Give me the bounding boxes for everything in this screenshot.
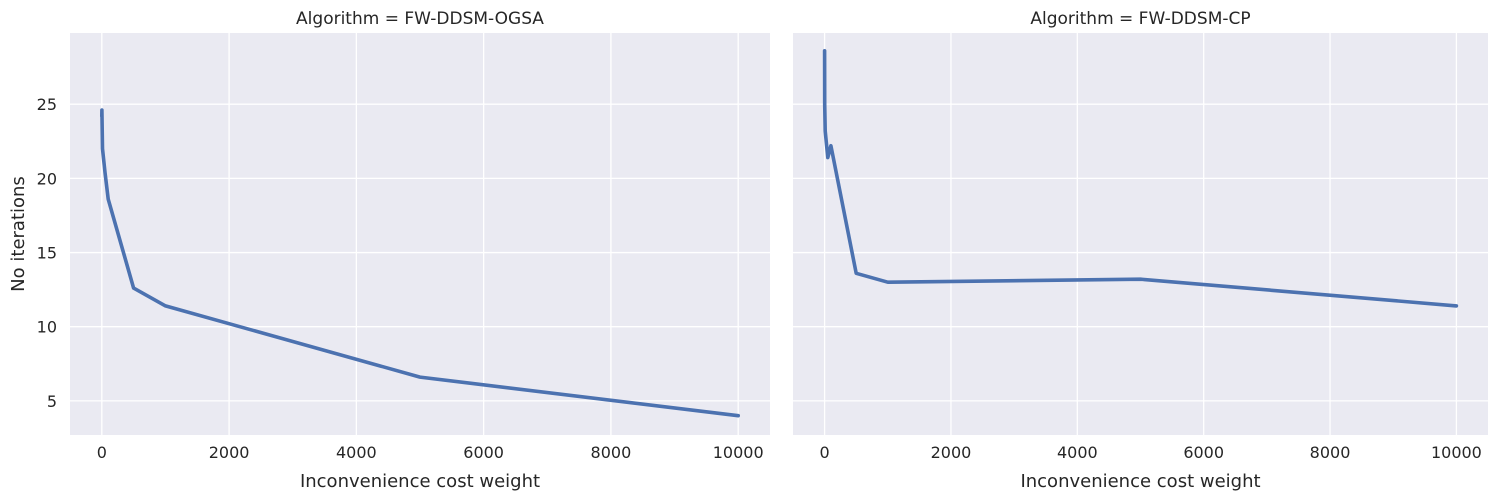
x-tick-label: 2000 [209,443,250,462]
x-tick-label: 0 [97,443,107,462]
panel-title: Algorithm = FW-DDSM-CP [1030,9,1250,29]
x-tick-label: 10000 [1431,443,1482,462]
x-tick-label: 4000 [1057,443,1098,462]
x-axis-label: Inconvenience cost weight [1020,471,1260,492]
x-tick-label: 6000 [463,443,504,462]
plot-area-1 [70,33,770,435]
plot-area-2 [793,33,1488,435]
x-tick-label: 4000 [336,443,377,462]
panel-title: Algorithm = FW-DDSM-OGSA [296,9,544,29]
x-tick-label: 8000 [591,443,632,462]
y-axis-label: No iterations [8,176,29,292]
y-tick-label: 20 [37,169,57,188]
x-tick-label: 8000 [1310,443,1351,462]
y-tick-label: 25 [37,95,57,114]
y-tick-label: 15 [37,244,57,263]
x-tick-label: 0 [819,443,829,462]
y-tick-label: 5 [47,392,57,411]
x-axis-label: Inconvenience cost weight [300,471,540,492]
x-tick-label: 10000 [713,443,764,462]
y-tick-label: 10 [37,318,57,337]
series-line-2 [822,49,1459,308]
series-line-1 [100,108,740,418]
x-tick-label: 2000 [931,443,972,462]
x-tick-label: 6000 [1183,443,1224,462]
